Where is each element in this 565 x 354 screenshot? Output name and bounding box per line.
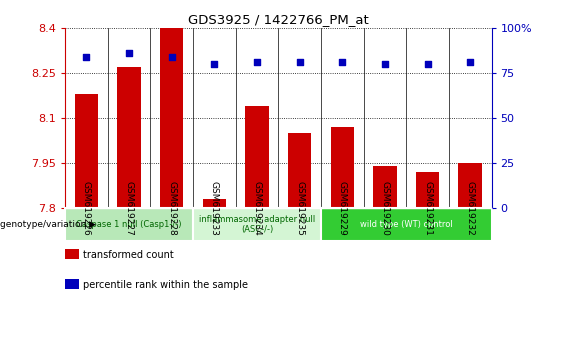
Bar bbox=[65, 208, 193, 241]
Text: GSM619235: GSM619235 bbox=[295, 181, 304, 235]
Bar bbox=[193, 208, 321, 241]
Text: GSM619227: GSM619227 bbox=[124, 181, 133, 235]
Point bbox=[295, 59, 304, 65]
Point bbox=[253, 59, 262, 65]
Bar bbox=[245, 106, 269, 208]
Point bbox=[82, 54, 91, 60]
Text: genotype/variation ▶: genotype/variation ▶ bbox=[0, 220, 96, 229]
Point bbox=[380, 62, 389, 67]
Text: wild type (WT) control: wild type (WT) control bbox=[360, 220, 453, 229]
Bar bbox=[373, 166, 397, 208]
Text: GSM619233: GSM619233 bbox=[210, 181, 219, 235]
Text: GSM619230: GSM619230 bbox=[380, 181, 389, 235]
Text: inflammasome adapter null
(ASC-/-): inflammasome adapter null (ASC-/-) bbox=[199, 215, 315, 234]
Text: GSM619226: GSM619226 bbox=[82, 181, 91, 235]
Text: GSM619229: GSM619229 bbox=[338, 181, 347, 235]
Text: GSM619234: GSM619234 bbox=[253, 181, 262, 235]
Bar bbox=[75, 94, 98, 208]
Bar bbox=[117, 67, 141, 208]
Point bbox=[167, 54, 176, 60]
Text: percentile rank within the sample: percentile rank within the sample bbox=[83, 280, 248, 290]
Bar bbox=[160, 28, 184, 208]
Bar bbox=[202, 199, 226, 208]
Point bbox=[210, 62, 219, 67]
Point bbox=[124, 51, 133, 56]
Text: Caspase 1 null (Casp1-/-): Caspase 1 null (Casp1-/-) bbox=[76, 220, 182, 229]
Bar bbox=[288, 133, 311, 208]
Point bbox=[466, 59, 475, 65]
Bar bbox=[416, 172, 440, 208]
Point bbox=[338, 59, 347, 65]
Bar bbox=[321, 208, 492, 241]
Point bbox=[423, 62, 432, 67]
Bar bbox=[458, 163, 482, 208]
Text: GSM619231: GSM619231 bbox=[423, 181, 432, 235]
Text: GSM619232: GSM619232 bbox=[466, 181, 475, 235]
Text: transformed count: transformed count bbox=[83, 250, 174, 260]
Title: GDS3925 / 1422766_PM_at: GDS3925 / 1422766_PM_at bbox=[188, 13, 368, 26]
Bar bbox=[331, 127, 354, 208]
Text: GSM619228: GSM619228 bbox=[167, 181, 176, 235]
